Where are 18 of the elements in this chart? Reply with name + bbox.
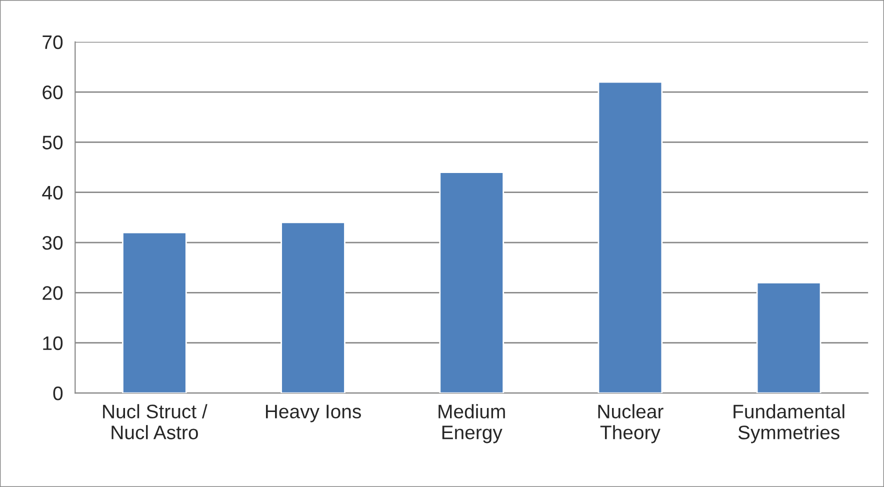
y-tick-label: 40 [42, 186, 63, 200]
y-tick-label: 0 [53, 386, 63, 400]
x-tick-label: Heavy Ions [266, 404, 361, 422]
x-tick-label: Nucl Struct / Nucl Astro [103, 404, 208, 440]
y-tick-label: 50 [42, 136, 63, 150]
x-tick-label: Fundamental Symmetries [734, 404, 844, 444]
y-tick-label: 60 [42, 86, 63, 100]
bar [122, 232, 187, 394]
y-tick-label: 20 [42, 286, 63, 300]
y-tick-label: 10 [43, 336, 63, 350]
bar [280, 222, 346, 394]
bar [756, 282, 822, 394]
bar [598, 81, 663, 394]
y-tick-label: 70 [42, 35, 63, 50]
y-tick-label: 30 [42, 236, 63, 250]
bar [439, 172, 504, 394]
x-tick-label: Nuclear Theory [598, 404, 664, 444]
x-tick-label: Medium Energy [438, 404, 505, 444]
